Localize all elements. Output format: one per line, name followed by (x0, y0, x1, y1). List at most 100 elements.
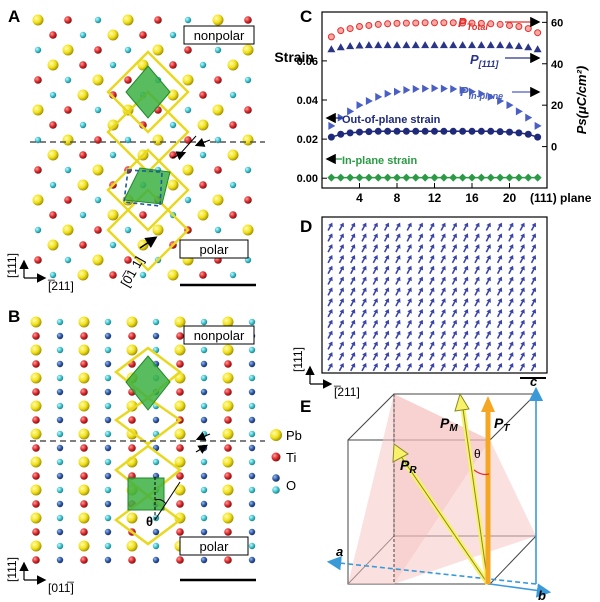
polarization-arrow (395, 222, 401, 231)
ti-atom (32, 388, 40, 396)
arrow-head (429, 330, 435, 336)
pb-atom (126, 344, 138, 356)
pr-label-e: PR (400, 457, 417, 476)
arrow-head (509, 362, 514, 368)
data-point (497, 97, 505, 106)
o-atom (199, 151, 207, 159)
arrow-head (509, 330, 514, 336)
data-point (478, 89, 486, 98)
arrow-head (452, 287, 457, 293)
ti-atom (199, 181, 207, 189)
arrow-head (328, 362, 333, 368)
ti-atom (139, 31, 147, 39)
axis-h-label-b: [011̅] (48, 581, 74, 595)
pb-atom (227, 59, 239, 71)
o-atom (248, 486, 256, 494)
arrow-head (339, 319, 344, 325)
polarization-arrow (485, 254, 491, 264)
pb-atom (78, 372, 90, 384)
o-atom (56, 360, 64, 368)
data-point (375, 92, 383, 101)
polarization-arrow (519, 341, 525, 350)
arrow-head (350, 341, 356, 347)
pb-atom (30, 344, 42, 356)
ti-atom (176, 444, 184, 452)
arrow-head (520, 276, 525, 282)
arrow-head (362, 341, 367, 347)
octahedron-polar-b (127, 477, 165, 511)
arrow-head (328, 352, 333, 357)
arrow-head (339, 222, 344, 228)
ti-atom (49, 211, 57, 219)
arrow-head (463, 233, 469, 239)
arrow-head (463, 319, 469, 325)
arrow-head (362, 222, 367, 228)
series-out-of-plane-strain (327, 127, 542, 141)
data-point (468, 41, 476, 49)
pb-atom (78, 316, 90, 328)
arrow-head (396, 308, 401, 314)
polarization-arrow (406, 265, 412, 275)
polarization-arrow (508, 341, 514, 350)
pb-atom (222, 372, 234, 384)
pb-atom (62, 44, 74, 56)
pm-label-e: PM (440, 415, 458, 434)
polarization-arrow (519, 352, 525, 361)
o-atom (104, 402, 112, 410)
arrow-head (384, 341, 390, 347)
pb-atom (107, 209, 119, 221)
polarization-arrow (372, 362, 378, 372)
data-point (524, 43, 533, 51)
data-point (505, 41, 514, 49)
o-atom (34, 136, 42, 144)
arrow-head (441, 319, 446, 325)
polarization-arrow (395, 254, 401, 264)
arrow-head (509, 308, 514, 314)
polarization-arrow (338, 362, 344, 372)
arrow-head (339, 352, 344, 357)
o-atom (248, 556, 256, 564)
o-atom (64, 256, 72, 264)
polarization-arrow (327, 276, 333, 285)
panel-letter-b: B (8, 307, 20, 326)
arrow-head (384, 319, 390, 325)
o-atom (152, 318, 160, 326)
panel-d: D [111] [̅211] (291, 216, 548, 399)
arrow-head (418, 352, 424, 357)
arrow-head (429, 254, 435, 260)
o-atom (124, 46, 132, 54)
arrow-head (441, 362, 446, 368)
arrow-head (452, 244, 457, 249)
pb-atom (30, 372, 42, 384)
data-point (402, 41, 411, 49)
data-point (412, 19, 420, 27)
arrow-head (463, 362, 469, 368)
ti-atom (176, 528, 184, 536)
data-point (486, 173, 495, 182)
o-atom (104, 514, 112, 522)
arrow-head (463, 341, 469, 347)
polarization-arrow (485, 352, 491, 361)
polarization-arrow (485, 265, 491, 275)
y-left-tick-label: 0.00 (297, 173, 318, 185)
pb-atom (78, 512, 90, 524)
polarization-arrow (496, 341, 503, 350)
arrow-head (396, 319, 401, 325)
polarization-arrow (383, 308, 390, 318)
o-atom (200, 388, 208, 396)
o-atom (200, 374, 208, 382)
pb-atom (78, 540, 90, 552)
pb-atom (30, 400, 42, 412)
pb-atom (107, 29, 119, 41)
data-point (430, 41, 439, 49)
ti-atom (79, 241, 87, 249)
panel-letter-a: A (8, 7, 20, 26)
arrow-head (441, 244, 446, 249)
o-atom (104, 346, 112, 354)
polarization-arrow (485, 233, 491, 242)
o-atom (152, 416, 160, 424)
ti-atom (176, 332, 184, 340)
theta-arc-e (473, 469, 490, 476)
panel-b: θ nonpolar polar B [111] [011̅] (5, 307, 265, 595)
arrow-head (509, 352, 514, 357)
